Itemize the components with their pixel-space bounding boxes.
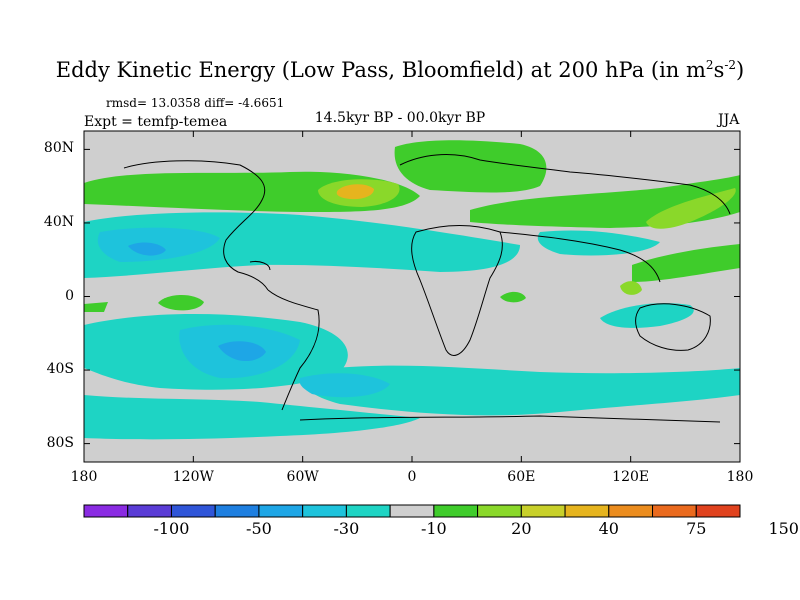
colorbar-swatch (520, 504, 566, 518)
field-region-n-pacific-core-2 (128, 242, 166, 256)
colorbar-swatch (170, 504, 216, 518)
colorbar-swatch (258, 504, 304, 518)
colorbar-label: 20 (511, 519, 532, 538)
colorbar-swatch (83, 504, 129, 518)
field-region-small-blob-2 (500, 291, 526, 303)
chart-title: Eddy Kinetic Energy (Low Pass, Bloomfiel… (55, 58, 745, 82)
y-tick-label: 80N (43, 140, 74, 157)
field-region-n-atlantic-core-2 (336, 184, 374, 200)
x-tick-label: 180 (726, 469, 754, 485)
field-region-small-blob-3 (84, 302, 108, 312)
colorbar-swatch (389, 504, 435, 518)
season-label: JJA (718, 112, 740, 128)
y-tick-label: 40N (43, 213, 74, 230)
colorbar-swatch (433, 504, 479, 518)
stats-label: rmsd= 13.0358 diff= -4.6651 (106, 96, 285, 110)
experiment-label: Expt = temfp-temea (84, 114, 228, 130)
colorbar-label: -50 (246, 519, 272, 538)
x-tick-label: 120W (172, 469, 214, 485)
colorbar-swatch (127, 504, 172, 518)
colorbar-label: 40 (598, 519, 619, 538)
colorbar-swatch (477, 504, 522, 518)
colorbar (83, 504, 741, 518)
x-tick-label: 180 (70, 469, 98, 485)
field-region-sh-pacific-core (218, 341, 266, 362)
colorbar-swatch (652, 504, 697, 518)
y-tick-label: 80S (46, 434, 74, 451)
x-tick-label: 0 (407, 469, 417, 485)
y-tick-label: 40S (46, 361, 74, 378)
colorbar-swatch (214, 504, 260, 518)
field-region-e-pacific-band (537, 230, 660, 256)
coastlines (123, 154, 731, 423)
map-field (84, 131, 740, 462)
y-tick-label: 0 (65, 287, 74, 304)
field-region-small-blob-1 (158, 294, 204, 311)
field-region-w-pacific (632, 244, 740, 282)
colorbar-label: -100 (153, 519, 190, 538)
field-region-sh-indian-band (300, 365, 740, 416)
x-tick-label: 60E (507, 469, 536, 485)
field-region-w-pacific-core (646, 188, 736, 229)
colorbar-swatch (302, 504, 347, 518)
field-region-arctic-europe (394, 140, 547, 193)
field-region-se-pacific (600, 303, 694, 328)
x-tick-label: 60W (286, 469, 319, 485)
field-region-sh-indian-core (299, 373, 390, 398)
colorbar-label: -30 (333, 519, 360, 538)
x-tick-label: 120E (612, 469, 650, 485)
colorbar-swatch (695, 504, 741, 518)
colorbar-label: 75 (686, 519, 707, 538)
field-region-small-blob-4 (620, 281, 642, 295)
field-region-sh-south-band (84, 395, 420, 440)
colorbar-swatch (564, 504, 610, 518)
colorbar-swatch (345, 504, 391, 518)
colorbar-label: -10 (420, 519, 447, 538)
period-label: 14.5kyr BP - 00.0kyr BP (314, 110, 486, 126)
colorbar-swatch (608, 504, 654, 518)
field-region-n-pacific-core (97, 227, 220, 262)
colorbar-label: 150 (768, 519, 799, 538)
field-region-n-pacific-band (84, 212, 520, 278)
